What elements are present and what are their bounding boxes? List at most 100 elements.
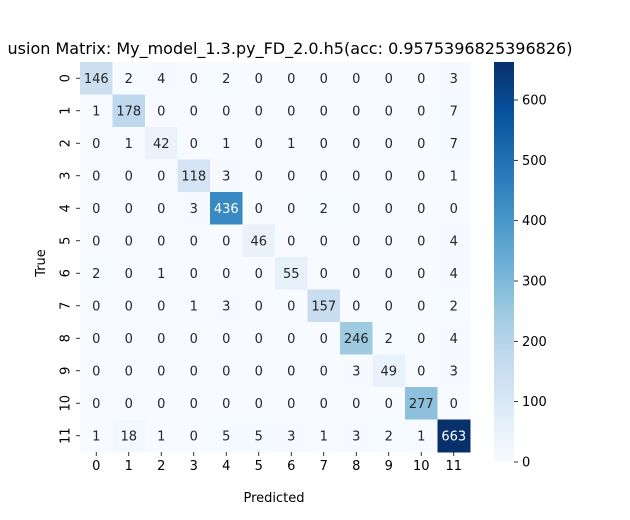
- chart-title: usion Matrix: My_model_1.3.py_FD_2.0.h5(…: [8, 39, 573, 59]
- heatmap-cell: [340, 387, 373, 420]
- cell-value-label: 0: [352, 299, 360, 314]
- cell-value-label: 0: [125, 234, 133, 249]
- y-tick-label: 0: [59, 74, 74, 82]
- heatmap-cells: 146 2 4 0 2 0 0 0 0 0 0 31 178 0 0 0 0 0 0 0 0 0 70 1 42 0 1 0 1 0 0 0 0…: [80, 62, 471, 453]
- heatmap-cell: [145, 419, 178, 453]
- cell-value-label: 1: [92, 429, 100, 444]
- cell-value-label: 246: [344, 332, 369, 347]
- cell-value-label: 2: [385, 429, 393, 444]
- heatmap-cell: [437, 127, 471, 160]
- heatmap-cell: [275, 224, 308, 258]
- heatmap-cell: [112, 419, 146, 453]
- heatmap-cell: [307, 419, 341, 453]
- heatmap-cell: [372, 289, 406, 323]
- heatmap-cell: [242, 224, 276, 258]
- cell-value-label: 0: [92, 169, 100, 184]
- cell-value-label: 0: [417, 72, 425, 87]
- heatmap-cell: [242, 192, 276, 225]
- cell-value-label: 0: [255, 397, 263, 412]
- y-tick-label: 5: [59, 237, 74, 245]
- cell-value-label: 0: [157, 332, 165, 347]
- cell-value-label: 118: [181, 169, 206, 184]
- cell-value-label: 0: [190, 72, 198, 87]
- cell-value-label: 1: [125, 137, 133, 152]
- heatmap-cell: [372, 322, 406, 355]
- colorbar-tick-label: 400: [522, 214, 547, 229]
- cell-value-label: 3: [352, 429, 360, 444]
- heatmap-cell: [177, 289, 211, 323]
- heatmap-cell: [177, 224, 211, 258]
- heatmap-cell: [210, 387, 243, 420]
- heatmap-cell: [145, 387, 178, 420]
- cell-value-label: 0: [92, 137, 100, 152]
- cell-value-label: 1: [287, 137, 295, 152]
- heatmap-cell: [80, 289, 113, 323]
- x-tick-label: 10: [413, 459, 430, 474]
- cell-value-label: 0: [157, 234, 165, 249]
- cell-value-label: 3: [287, 429, 295, 444]
- cell-value-label: 0: [190, 234, 198, 249]
- heatmap-cell: [307, 322, 341, 355]
- heatmap-cell: [340, 224, 373, 258]
- cell-value-label: 0: [320, 397, 328, 412]
- heatmap-cell: [437, 419, 471, 453]
- heatmap-cell: [177, 387, 211, 420]
- colorbar-tick-label: 0: [522, 456, 530, 471]
- cell-value-label: 0: [417, 137, 425, 152]
- heatmap-cell: [80, 62, 113, 95]
- heatmap-cell: [242, 322, 276, 355]
- cell-value-label: 4: [450, 234, 458, 249]
- heatmap-cell: [275, 159, 308, 193]
- cell-value-label: 0: [190, 267, 198, 282]
- colorbar-ticks: 0 100 200 300 400 500 600: [514, 94, 547, 471]
- heatmap-cell: [145, 257, 178, 290]
- heatmap-cell: [80, 419, 113, 453]
- cell-value-label: 3: [450, 364, 458, 379]
- x-tick-label: 6: [287, 459, 295, 474]
- y-tick-label: 11: [59, 427, 74, 444]
- cell-value-label: 2: [92, 267, 100, 282]
- heatmap-cell: [275, 127, 308, 160]
- cell-value-label: 0: [450, 202, 458, 217]
- heatmap-cell: [437, 322, 471, 355]
- cell-value-label: 0: [92, 234, 100, 249]
- heatmap-cell: [405, 322, 438, 355]
- heatmap-cell: [437, 387, 471, 420]
- cell-value-label: 0: [190, 137, 198, 152]
- cell-value-label: 0: [385, 72, 393, 87]
- cell-value-label: 0: [222, 397, 230, 412]
- cell-value-label: 1: [157, 267, 165, 282]
- heatmap-cell: [112, 192, 146, 225]
- cell-value-label: 0: [417, 364, 425, 379]
- cell-value-label: 46: [250, 234, 267, 249]
- cell-value-label: 0: [352, 104, 360, 119]
- cell-value-label: 0: [417, 202, 425, 217]
- cell-value-label: 277: [409, 397, 434, 412]
- heatmap-cell: [275, 192, 308, 225]
- heatmap-cell: [405, 94, 438, 128]
- heatmap-cell: [275, 354, 308, 388]
- cell-value-label: 1: [320, 429, 328, 444]
- heatmap-cell: [177, 62, 211, 95]
- cell-value-label: 0: [450, 397, 458, 412]
- heatmap-cell: [112, 62, 146, 95]
- cell-value-label: 4: [450, 267, 458, 282]
- cell-value-label: 0: [125, 202, 133, 217]
- cell-value-label: 0: [125, 267, 133, 282]
- heatmap-cell: [275, 94, 308, 128]
- heatmap-cell: [307, 127, 341, 160]
- cell-value-label: 0: [287, 169, 295, 184]
- heatmap-cell: [242, 387, 276, 420]
- cell-value-label: 3: [352, 364, 360, 379]
- cell-value-label: 0: [417, 104, 425, 119]
- heatmap-cell: [307, 257, 341, 290]
- cell-value-label: 0: [125, 169, 133, 184]
- y-tick-label: 7: [59, 302, 74, 310]
- y-tick-label: 4: [59, 204, 74, 212]
- heatmap-cell: [80, 192, 113, 225]
- cell-value-label: 42: [153, 137, 170, 152]
- cell-value-label: 0: [320, 169, 328, 184]
- cell-value-label: 0: [352, 169, 360, 184]
- heatmap-cell: [242, 289, 276, 323]
- cell-value-label: 0: [320, 104, 328, 119]
